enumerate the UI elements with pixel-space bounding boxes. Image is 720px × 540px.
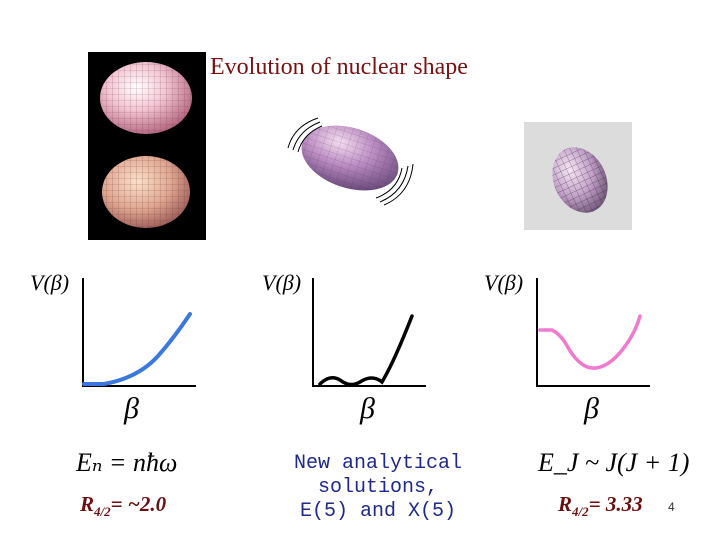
vibrator-energy-formula: Eₙ = nħω: [76, 448, 178, 477]
potential-2-curve: [318, 314, 414, 387]
potential-1-axes: [82, 278, 196, 387]
potential-2-axes: [312, 278, 426, 387]
potential-3-y-label: V(β): [484, 270, 524, 295]
potential-1-curve: [82, 312, 192, 386]
analytical-solutions-line-1: New analytical solutions,: [293, 452, 463, 499]
rotor-nucleus-image: [524, 122, 632, 230]
potential-plot-2: [312, 278, 426, 387]
analytical-solutions-line-2: E(5) and X(5): [299, 500, 457, 523]
potential-plot-3: [536, 278, 650, 387]
potential-3-axes: [536, 278, 650, 387]
page-number: 4: [668, 500, 675, 514]
potential-1-x-label: β: [124, 392, 139, 425]
vibrator-ratio: R4/2= ~2.0: [80, 492, 167, 520]
rotor-energy-formula: E_J ~ J(J + 1): [538, 448, 690, 477]
vibrational-nucleus-image: [88, 52, 206, 240]
slide-title: Evolution of nuclear shape: [210, 54, 468, 80]
potential-2-x-label: β: [360, 392, 375, 425]
analytical-solutions-note: New analytical solutions, E(5) and X(5): [228, 452, 528, 524]
potential-1-y-label: V(β): [30, 270, 70, 295]
potential-3-curve: [538, 314, 642, 370]
rotation-arcs-icon: [287, 117, 414, 206]
rotor-ratio: R4/2= 3.33: [558, 492, 643, 520]
potential-2-y-label: V(β): [262, 270, 302, 295]
potential-plot-1: [82, 278, 196, 387]
potential-3-x-label: β: [584, 392, 599, 425]
transitional-nucleus-image: [287, 117, 414, 206]
